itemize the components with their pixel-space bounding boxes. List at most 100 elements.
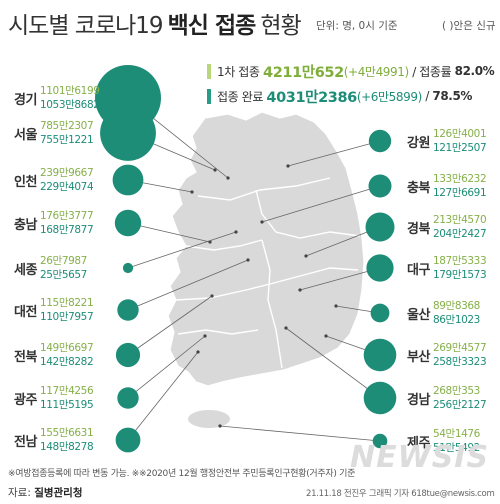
source-credit: 자료: 질병관리청 (8, 485, 83, 500)
first-dose-value-5: 115만8221 (40, 297, 94, 309)
leader-dot-12 (298, 288, 302, 292)
leader-dot-0 (226, 176, 230, 180)
leader-dot-6 (210, 294, 214, 298)
bubble-15 (363, 381, 397, 415)
footnote: ※여방접종등록에 따라 변동 가능. ※※2020년 12월 행정안전부 주민등… (8, 469, 356, 479)
complete-value-8: 148만8278 (40, 441, 94, 453)
summary-complete: 접종 완료 4031만2386 (+6만5899) / 78.5% (207, 87, 473, 106)
mainland-map (167, 111, 365, 387)
complete-value-12: 179만1573 (433, 269, 487, 281)
bubble-7 (117, 387, 139, 409)
province-borders (175, 177, 361, 369)
first-dose-value-10: 133만6232 (433, 173, 487, 185)
graphic-credit: 21.11.18 전진우 그래픽 기자 618tue@newsis.com (306, 489, 495, 499)
first-dose-value-9: 126만4001 (433, 128, 487, 140)
leader-line-4 (127, 231, 237, 269)
region-name-0: 경기 (14, 93, 37, 108)
first-dose-value-6: 149만6697 (40, 342, 94, 354)
leader-dot-2 (190, 190, 194, 194)
summary-first-change: (+4만4991) (343, 64, 409, 79)
complete-value-13: 86만1023 (433, 314, 480, 326)
region-name-7: 광주 (14, 393, 37, 408)
leader-dot-10 (260, 220, 264, 224)
leader-line-15 (285, 327, 381, 399)
region-name-4: 세종 (14, 263, 37, 278)
first-dose-value-14: 269만4577 (433, 342, 487, 354)
leader-line-8 (127, 351, 199, 441)
leader-line-6 (127, 295, 213, 356)
region-name-16: 제주 (407, 436, 430, 451)
border-north (197, 177, 331, 201)
complete-value-15: 256만2127 (433, 399, 487, 411)
summary-complete-rate: 78.5% (432, 89, 473, 103)
first-dose-value-8: 155만6631 (40, 427, 94, 439)
leader-line-12 (299, 267, 381, 291)
region-name-9: 강원 (407, 136, 430, 151)
complete-value-16: 51만5492 (433, 442, 480, 454)
leader-dot-8 (196, 350, 200, 354)
first-dose-value-12: 187만5333 (433, 255, 487, 267)
bubbles (95, 65, 397, 453)
bubble-8 (115, 427, 141, 453)
region-name-15: 경남 (407, 393, 430, 408)
leader-dot-11 (304, 254, 308, 258)
title-bold: 백신 접종 (167, 13, 257, 39)
title-tail: 현황 (260, 13, 301, 39)
leader-line-16 (219, 425, 381, 442)
complete-value-5: 110만7957 (40, 311, 94, 323)
complete-value-0: 1053만8682 (40, 99, 100, 111)
leader-line-3 (127, 222, 211, 243)
title-plain: 시도별 코로나19 (8, 13, 164, 39)
border-south (175, 267, 359, 301)
watermark-logo: NEWSIS (350, 440, 490, 475)
bubble-2 (112, 164, 144, 196)
bubble-1 (100, 105, 156, 161)
region-name-3: 충남 (14, 218, 37, 233)
border-southwest (177, 329, 259, 335)
first-dose-value-13: 89만8368 (433, 300, 480, 312)
region-name-12: 대구 (407, 263, 430, 278)
complete-value-10: 127만6691 (433, 187, 487, 199)
summary-complete-change: (+6만5899) (356, 89, 422, 104)
leader-line-9 (287, 140, 381, 167)
leader-dot-5 (246, 258, 250, 262)
first-dose-value-7: 117만4256 (40, 385, 94, 397)
summary-first-rate-label: / 접종률 (412, 64, 452, 79)
complete-value-2: 229만4074 (40, 181, 94, 193)
bubble-3 (114, 209, 142, 237)
bubble-6 (115, 342, 141, 368)
region-name-1: 서울 (14, 128, 37, 143)
summary-first-bar (207, 63, 211, 79)
leader-dot-15 (284, 326, 288, 330)
bubble-13 (370, 303, 390, 323)
region-name-10: 충북 (407, 181, 430, 196)
bubble-9 (368, 129, 392, 153)
bubble-10 (368, 174, 392, 198)
leader-line-7 (127, 335, 206, 399)
leader-dot-7 (203, 334, 207, 338)
complete-value-6: 142만8282 (40, 356, 94, 368)
first-dose-value-1: 785만2307 (40, 120, 94, 132)
border-central (261, 239, 283, 369)
first-dose-value-3: 176만3777 (40, 210, 94, 222)
complete-value-9: 121만2507 (433, 142, 487, 154)
region-name-5: 대전 (14, 305, 37, 320)
region-name-11: 경북 (407, 222, 430, 237)
leader-dot-13 (334, 304, 338, 308)
summary-first-label: 1차 접종 (217, 64, 260, 79)
border-east (255, 189, 361, 239)
first-dose-value-2: 239만9667 (40, 167, 94, 179)
bubble-16 (372, 433, 388, 449)
region-name-8: 전남 (14, 435, 37, 450)
complete-value-7: 111만5195 (40, 399, 94, 411)
source-name: 질병관리청 (34, 487, 83, 499)
unit-note: 단위: 명, 0시 기준 (316, 20, 398, 32)
leader-line-10 (261, 185, 381, 223)
summary-first-dose: 1차 접종 4211만652 (+4만4991) / 접종률 82.0% (207, 62, 495, 81)
region-name-14: 부산 (407, 350, 430, 365)
leader-dot-16 (218, 424, 222, 428)
complete-value-4: 25만5657 (40, 269, 87, 281)
leader-dot-14 (324, 334, 328, 338)
first-dose-value-11: 213만4570 (433, 214, 487, 226)
first-dose-value-15: 268만353 (433, 385, 480, 397)
